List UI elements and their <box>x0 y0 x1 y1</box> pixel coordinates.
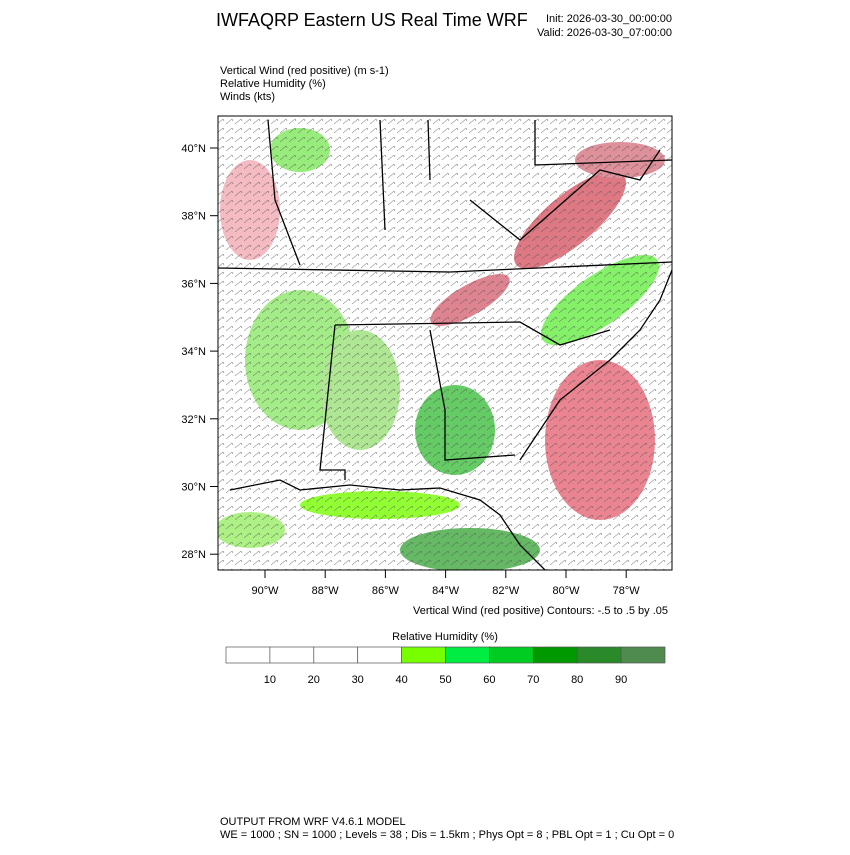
field-label: Winds (kts) <box>220 91 275 103</box>
lat-label: 28°N <box>181 549 206 561</box>
colorbar-label: 90 <box>615 674 627 686</box>
colorbar-label: 20 <box>308 674 320 686</box>
lon-label: 88°W <box>312 585 340 597</box>
colorbar-label: 70 <box>527 674 539 686</box>
map-frame <box>217 115 673 571</box>
lon-label: 78°W <box>613 585 641 597</box>
map-axes: 40°N 38°N 36°N 34°N 32°N 30°N 28°N 90°W 88°W 86°W… <box>181 143 640 597</box>
colorbar-title: Relative Humidity (%) <box>392 631 498 643</box>
field-label: Vertical Wind (red positive) (m s-1) <box>220 65 389 77</box>
colorbar-box <box>445 646 490 664</box>
lon-label: 84°W <box>432 585 460 597</box>
colorbar-box <box>225 646 271 664</box>
colorbar-label: 50 <box>439 674 451 686</box>
footer-line: OUTPUT FROM WRF V4.6.1 MODEL <box>220 816 406 828</box>
colorbar-box <box>576 646 622 664</box>
colorbar: 10 20 30 40 50 60 70 80 90 <box>225 646 666 686</box>
lat-label: 40°N <box>181 143 206 155</box>
title: IWFAQRP Eastern US Real Time WRF <box>216 10 528 30</box>
lon-label: 90°W <box>251 585 279 597</box>
field-label: Relative Humidity (%) <box>220 78 326 90</box>
colorbar-box <box>357 646 402 664</box>
wind-barbs <box>218 116 672 570</box>
colorbar-label: 60 <box>483 674 495 686</box>
colorbar-box <box>620 646 666 664</box>
footer-line: WE = 1000 ; SN = 1000 ; Levels = 38 ; Di… <box>220 829 674 841</box>
init-time: Init: 2026-03-30_00:00:00 <box>546 13 672 25</box>
map <box>218 116 672 570</box>
lat-label: 38°N <box>181 211 206 223</box>
colorbar-box <box>532 646 578 664</box>
lon-label: 80°W <box>552 585 580 597</box>
colorbar-label: 40 <box>395 674 407 686</box>
lat-label: 32°N <box>181 414 206 426</box>
lat-label: 34°N <box>181 346 206 358</box>
colorbar-label: 30 <box>352 674 364 686</box>
colorbar-box <box>269 646 315 664</box>
lat-label: 30°N <box>181 482 206 494</box>
colorbar-box <box>489 646 534 664</box>
valid-time: Valid: 2026-03-30_07:00:00 <box>537 27 672 39</box>
colorbar-box <box>313 646 359 664</box>
borders <box>218 119 672 570</box>
field-list: Vertical Wind (red positive) (m s-1)Rela… <box>220 65 389 103</box>
colorbar-label: 10 <box>264 674 276 686</box>
contour-note: Vertical Wind (red positive) Contours: -… <box>413 605 668 617</box>
colorbar-box <box>401 646 446 664</box>
colorbar-label: 80 <box>571 674 583 686</box>
lon-label: 82°W <box>492 585 520 597</box>
lat-label: 36°N <box>181 278 206 290</box>
lon-label: 86°W <box>372 585 400 597</box>
